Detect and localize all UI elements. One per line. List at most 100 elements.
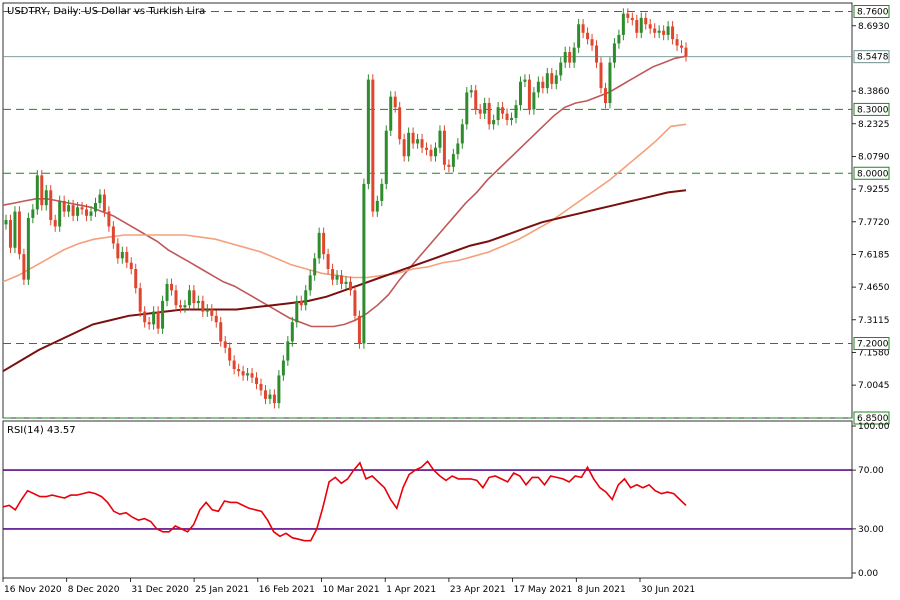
candle-body [134,269,138,289]
candle-body [331,269,335,280]
candle-body [586,32,590,40]
candle-body [639,17,643,33]
moving-average-line [2,189,687,373]
candle-body [411,132,415,144]
candle-body [487,103,491,125]
price-tick-label: 7.0045 [858,381,890,391]
candle-body [326,254,330,270]
current-price-box [853,50,890,64]
candle-body [205,309,209,312]
price-tick-label: 8.3860 [858,87,890,97]
candle-body [35,175,39,210]
price-tick-label: 8.6930 [858,22,890,32]
candle-body [568,51,572,63]
candle-body [366,79,370,184]
level-label: 8.7600 [857,8,889,18]
price-tick-label: 7.9255 [858,185,890,195]
candle-body [85,209,89,216]
candle-body [559,62,563,76]
candle-body [612,43,616,63]
candle-body [277,375,281,404]
candle-body [31,209,35,218]
candle-body [474,90,478,110]
candle-body [635,20,639,33]
candle-body [433,147,437,157]
level-label-box [853,337,890,351]
price-axis: 8.6930 8.3860 8.2325 8.0790 7.9255 7.7720 7.61… [852,5,890,425]
candle-body [129,262,133,270]
candle-body [680,45,684,48]
candle-body [102,194,106,212]
candle-body [460,124,464,144]
candle-body [223,341,227,348]
candle-body [17,211,21,255]
price-level-lines [3,11,852,419]
candle-body [389,96,393,131]
candle-body [268,394,272,399]
rsi-tick-label: 30.00 [858,525,884,535]
candle-body [76,207,80,216]
candle-body [322,232,326,255]
candle-body [393,96,397,108]
candle-body [429,149,433,157]
candle-body [590,39,594,46]
candle-body [308,275,312,291]
date-tick-label: 16 Nov 2020 [4,585,62,595]
candle-body [380,183,384,201]
price-tick-label: 7.1580 [858,348,890,358]
candle-body [465,92,469,125]
candle-body [147,322,151,325]
candle-body [143,311,147,323]
rsi-tick-label: 100.00 [858,422,890,432]
candle-body [304,290,308,306]
candle-body [116,243,120,259]
rsi-panel-frame [2,420,853,579]
candle-body [138,288,142,312]
level-label-box [853,102,890,116]
candle-body [541,81,545,89]
price-tick-label: 7.4650 [858,283,890,293]
date-tick-label: 23 Apr 2021 [450,585,506,595]
candle-body [577,24,581,48]
candle-body [353,290,357,316]
candle-body [648,24,652,29]
date-tick-label: 31 Dec 2020 [131,585,189,595]
price-tick-label: 7.3115 [858,316,890,326]
candle-body [174,290,178,306]
candle-body [456,143,460,155]
rsi-line [2,460,687,542]
candle-body [187,290,191,306]
candle-body [89,211,93,216]
candle-body [657,30,661,33]
candle-body [451,154,455,167]
level-label: 8.0000 [857,169,889,179]
candle-body [219,322,223,342]
level-label: 7.2000 [857,340,889,350]
candle-body [161,300,165,329]
candle-body [483,103,487,114]
candle-body [344,281,348,284]
candle-body [58,200,62,227]
candle-body [617,34,621,44]
price-tick-label: 7.6185 [858,250,890,260]
candle-body [608,62,612,104]
candle-body [510,117,514,121]
rsi-tick-label: 70.00 [858,466,884,476]
candle-body [438,130,442,148]
candle-body [653,28,657,33]
candle-body [621,13,625,35]
candle-body [178,305,182,308]
price-tick-label: 7.7720 [858,218,890,228]
candle-body [80,207,84,210]
moving-average-line [2,123,687,283]
candle-body [214,315,218,323]
candle-body [8,220,12,248]
candle-body [554,75,558,84]
candle-body [644,17,648,25]
candle-body [53,220,57,227]
candle-body [671,26,675,40]
candle-body [675,39,679,46]
candle-body [447,164,451,167]
date-tick-label: 16 Feb 2021 [259,585,315,595]
